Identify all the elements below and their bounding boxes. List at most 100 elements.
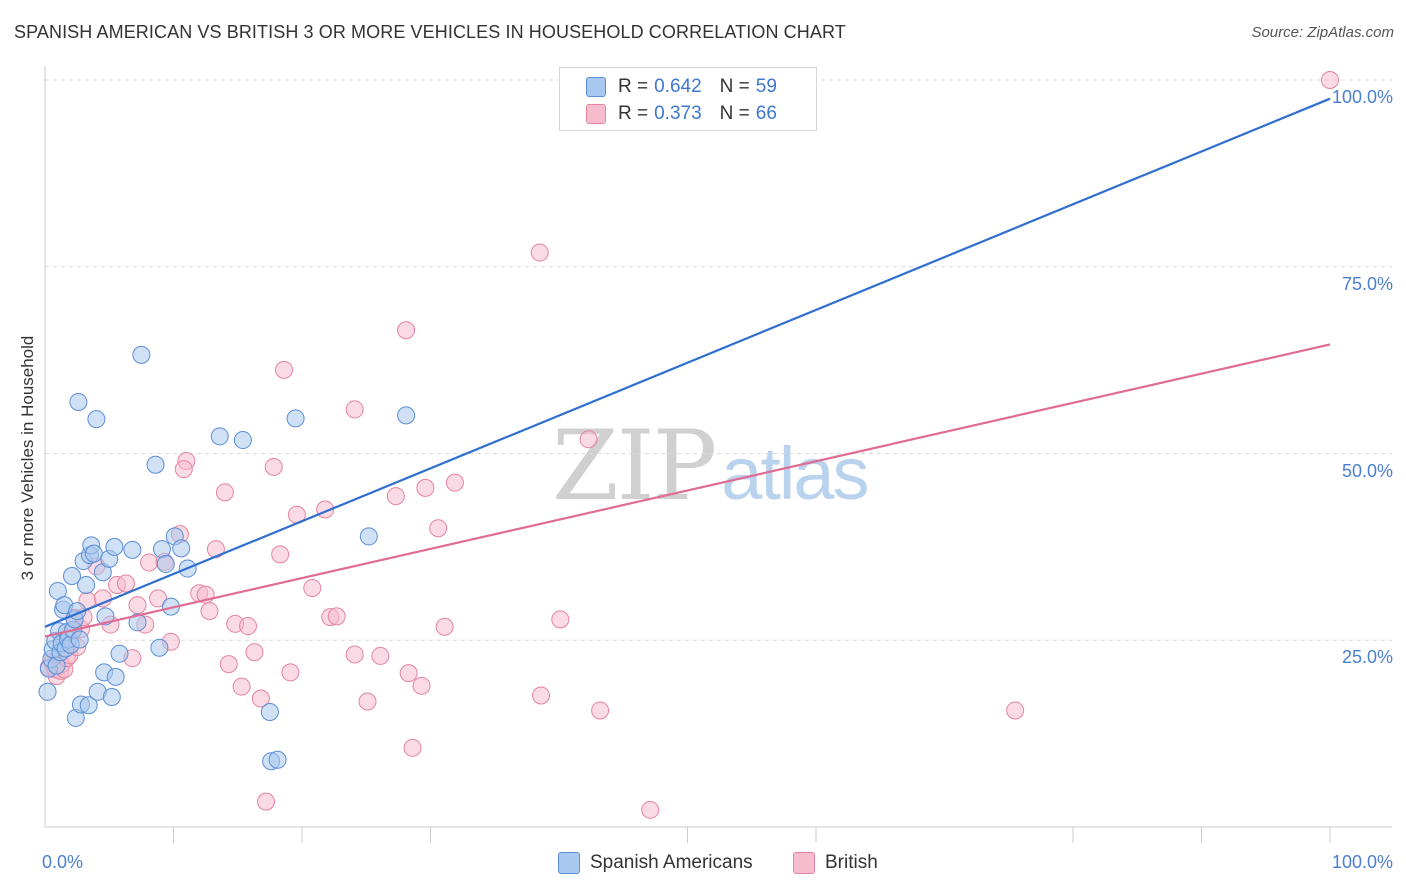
british-point xyxy=(251,689,270,708)
legend-r-value: 0.373 xyxy=(654,103,702,124)
axes xyxy=(44,66,1392,843)
y-axis-label: 3 or more Vehicles in Household xyxy=(18,335,37,581)
british-point xyxy=(641,800,660,819)
british-point xyxy=(532,686,551,705)
british-point xyxy=(271,545,290,564)
spanish-american-point xyxy=(38,682,57,701)
legend-r-label: R = xyxy=(618,103,649,124)
spanish-american-point xyxy=(69,392,88,411)
spanish-american-point xyxy=(110,644,129,663)
spanish-american-point xyxy=(132,345,151,364)
british-point xyxy=(345,400,364,419)
british-point xyxy=(1321,71,1339,89)
spanish-american-point xyxy=(286,409,305,428)
spanish-american-point xyxy=(105,537,124,556)
british-point xyxy=(264,457,283,476)
british-point xyxy=(215,483,234,502)
correlation-legend: R = 0.642 N = 59 R = 0.373 N = 66 xyxy=(559,67,817,131)
x-tick-label: 100.0% xyxy=(1331,852,1393,872)
spanish-american-point xyxy=(123,540,142,559)
spanish-american-point xyxy=(62,567,81,586)
spanish-american-point xyxy=(150,638,169,657)
spanish-american-point xyxy=(210,427,229,446)
spanish-american-point xyxy=(106,667,125,686)
british-point xyxy=(397,321,416,340)
trend-lines xyxy=(44,97,1331,638)
spanish-american-point xyxy=(96,607,115,626)
british-point xyxy=(445,473,464,492)
spanish-american-point xyxy=(102,688,121,707)
y-tick-label: 50.0% xyxy=(1341,460,1393,481)
spanish-american-point xyxy=(70,630,89,649)
spanish-american-point xyxy=(359,527,378,546)
british-point xyxy=(412,676,431,695)
british-point xyxy=(239,617,258,636)
british-point xyxy=(257,792,276,811)
legend-r-value: 0.642 xyxy=(654,76,702,97)
source-credit: Source: ZipAtlas.com xyxy=(1251,24,1394,41)
spanish-american-point xyxy=(84,544,103,563)
british-point xyxy=(358,692,377,711)
british-point xyxy=(1006,701,1025,720)
spanish-american-point xyxy=(268,750,287,769)
british-point xyxy=(174,460,193,479)
gridlines xyxy=(45,79,1392,641)
british-point xyxy=(149,589,168,608)
british-point xyxy=(140,553,159,572)
legend-r-label: R = xyxy=(618,76,649,97)
spanish-american-point xyxy=(397,406,416,425)
y-tick-label: 25.0% xyxy=(1341,647,1393,668)
bottom-legend-label: Spanish Americans xyxy=(590,852,753,873)
legend-n-label: N = xyxy=(719,76,750,97)
british-point xyxy=(275,360,294,379)
british-point xyxy=(403,738,422,757)
bottom-legend-british: British xyxy=(793,852,878,874)
british-point xyxy=(200,602,219,621)
british-point xyxy=(591,701,610,720)
spanish-american-point xyxy=(260,702,279,721)
british-point xyxy=(281,663,300,682)
spanish-american-trend-line xyxy=(44,97,1331,628)
spanish-american-point xyxy=(152,540,171,559)
british-point xyxy=(429,519,448,538)
legend-n-label: N = xyxy=(719,103,750,124)
y-tick-label: 75.0% xyxy=(1341,273,1393,294)
bottom-legend-label: British xyxy=(825,852,878,873)
legend-row-british: R = 0.373 N = 66 xyxy=(586,101,777,127)
spanish-american-point xyxy=(172,539,191,558)
british-point xyxy=(327,607,346,626)
bottom-swatch-spanish xyxy=(558,852,580,874)
spanish-american-point xyxy=(146,455,165,474)
british-points xyxy=(39,71,1339,819)
british-point xyxy=(435,617,454,636)
british-point xyxy=(128,596,147,615)
british-point xyxy=(232,677,251,696)
legend-n-value: 59 xyxy=(755,76,777,97)
spanish-american-points xyxy=(38,345,416,771)
x-tick-label: 0.0% xyxy=(42,852,84,872)
legend-swatch-british xyxy=(586,104,606,124)
british-point xyxy=(551,610,570,629)
legend-row-spanish: R = 0.642 N = 59 xyxy=(586,74,777,100)
british-point xyxy=(579,430,598,449)
british-point xyxy=(386,487,405,506)
spanish-american-point xyxy=(233,431,252,450)
british-point xyxy=(303,578,322,597)
british-point xyxy=(371,646,390,665)
legend-swatch-spanish xyxy=(586,77,606,97)
british-point xyxy=(416,478,435,497)
legend-n-value: 66 xyxy=(755,103,777,124)
spanish-american-point xyxy=(128,613,147,632)
british-point xyxy=(345,645,364,664)
chart-title: SPANISH AMERICAN VS BRITISH 3 OR MORE VE… xyxy=(14,22,846,42)
british-point xyxy=(399,664,418,683)
spanish-american-point xyxy=(156,555,175,574)
spanish-american-point xyxy=(77,575,96,594)
spanish-american-point xyxy=(79,696,98,715)
british-point xyxy=(530,243,549,262)
british-point xyxy=(245,643,264,662)
british-point xyxy=(219,655,238,674)
british-trend-line xyxy=(44,343,1331,638)
british-point xyxy=(116,574,135,593)
